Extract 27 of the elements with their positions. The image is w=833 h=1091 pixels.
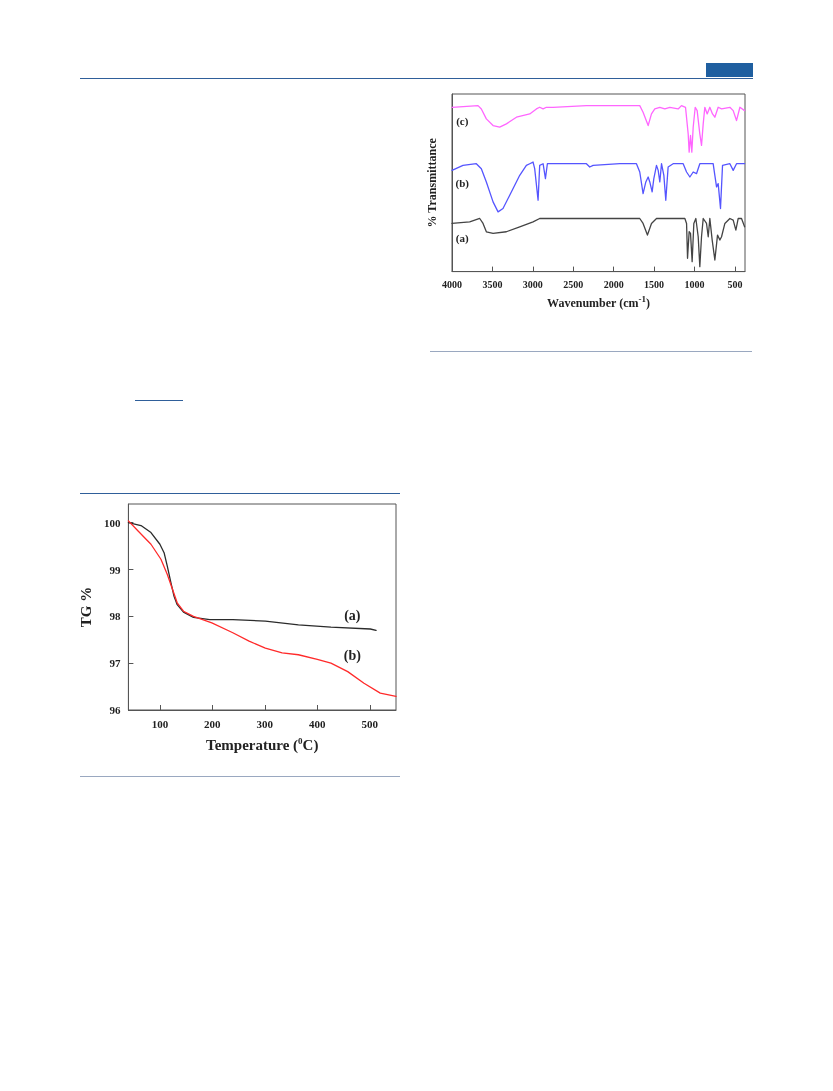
x-tick-label: 400 <box>309 717 327 730</box>
y-tick-label: 97 <box>109 657 121 670</box>
y-tick-label: 98 <box>109 610 121 623</box>
x-tick-label: 2500 <box>563 279 584 291</box>
x-tick-label: 100 <box>151 717 169 730</box>
y-tick-label: 99 <box>109 563 121 576</box>
y-axis-title: % Transmittance <box>425 137 439 228</box>
y-tick-label: 100 <box>103 516 121 529</box>
x-tick-label: 3000 <box>522 279 543 291</box>
series-label: (c) <box>456 115 469 129</box>
y-axis-title: TG % <box>77 586 94 628</box>
series-label: (b) <box>455 177 470 191</box>
x-tick-label: 2000 <box>603 279 624 291</box>
x-tick-label: 300 <box>256 717 274 730</box>
x-tick-label: 1500 <box>644 279 665 291</box>
x-tick-label: 200 <box>204 717 222 730</box>
x-tick-label: 4000 <box>442 279 462 291</box>
x-tick-label: 500 <box>727 279 743 291</box>
x-tick-label: 1000 <box>684 279 705 291</box>
line-series <box>127 520 397 698</box>
line-series <box>127 522 377 632</box>
series-label: (b) <box>343 648 362 665</box>
x-tick-label: 3500 <box>482 279 503 291</box>
x-tick-label: 500 <box>361 717 379 730</box>
series-label: (a) <box>344 607 361 624</box>
series-label: (a) <box>455 231 469 245</box>
y-tick-label: 96 <box>109 704 121 716</box>
